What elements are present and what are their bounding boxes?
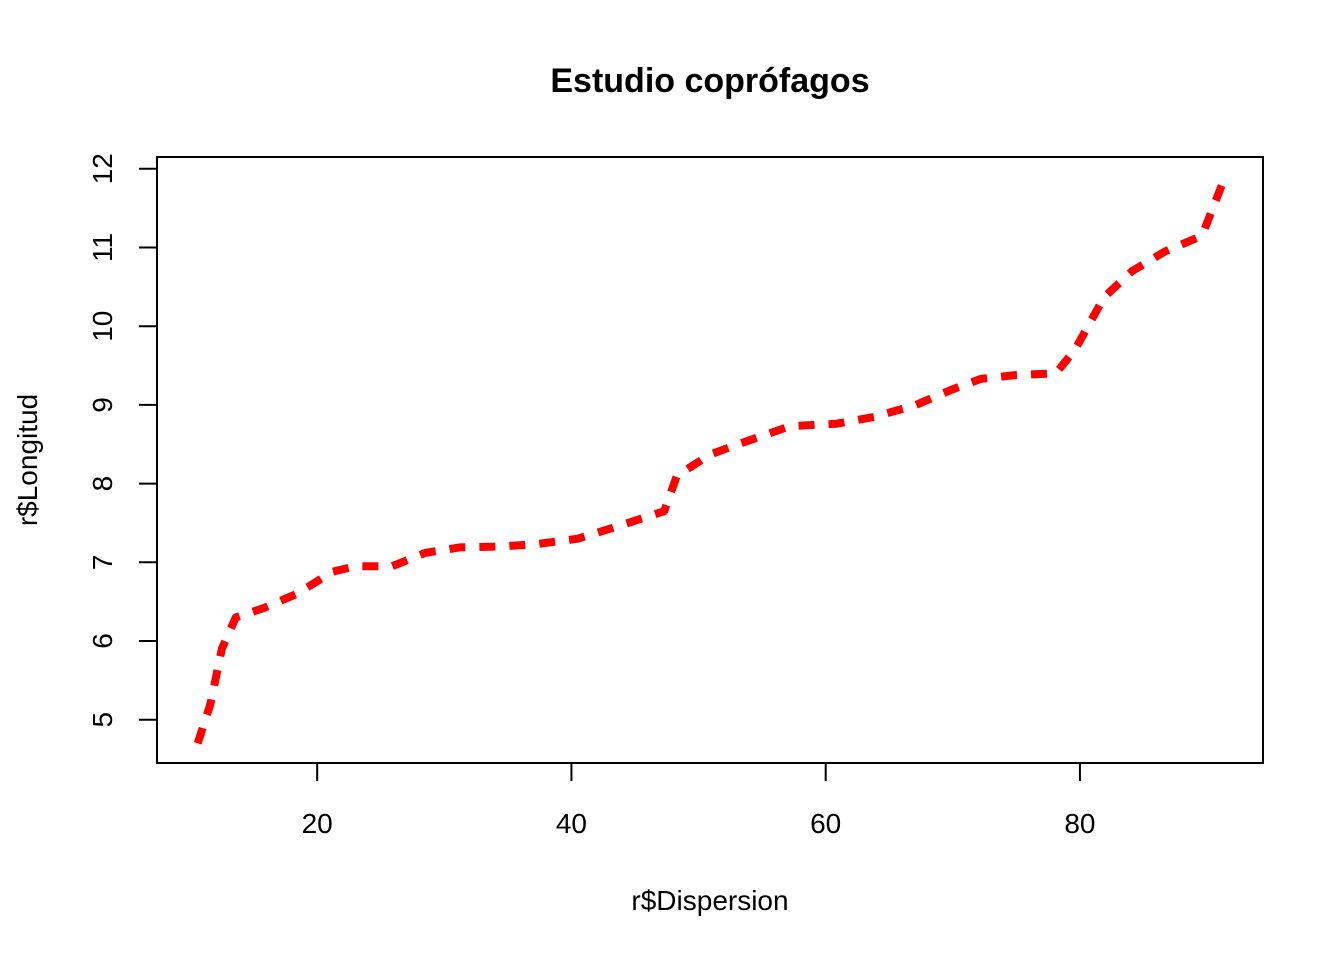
x-tick-label: 40 [556, 808, 587, 839]
y-tick-label: 6 [87, 633, 118, 649]
x-axis: 20 40 60 80 [302, 762, 1096, 839]
y-axis: 5 6 7 8 9 10 11 12 [87, 153, 158, 728]
y-tick-label: 12 [87, 153, 118, 184]
y-axis-label: r$Longitud [12, 394, 43, 526]
plot-frame [156, 156, 1264, 764]
y-tick-label: 8 [87, 476, 118, 492]
chart-title: Estudio coprófagos [550, 62, 869, 100]
x-axis-label: r$Dispersion [631, 885, 788, 916]
x-tick-label: 80 [1064, 808, 1095, 839]
series-group [193, 179, 1228, 745]
x-tick-label: 60 [810, 808, 841, 839]
series-line-1 [193, 179, 1228, 745]
y-tick-label: 11 [87, 233, 118, 262]
x-tick-label: 20 [302, 808, 333, 839]
y-tick-label: 5 [87, 712, 118, 728]
y-tick-label: 10 [87, 311, 118, 342]
y-tick-label: 9 [87, 397, 118, 413]
y-tick-label: 7 [87, 555, 118, 571]
